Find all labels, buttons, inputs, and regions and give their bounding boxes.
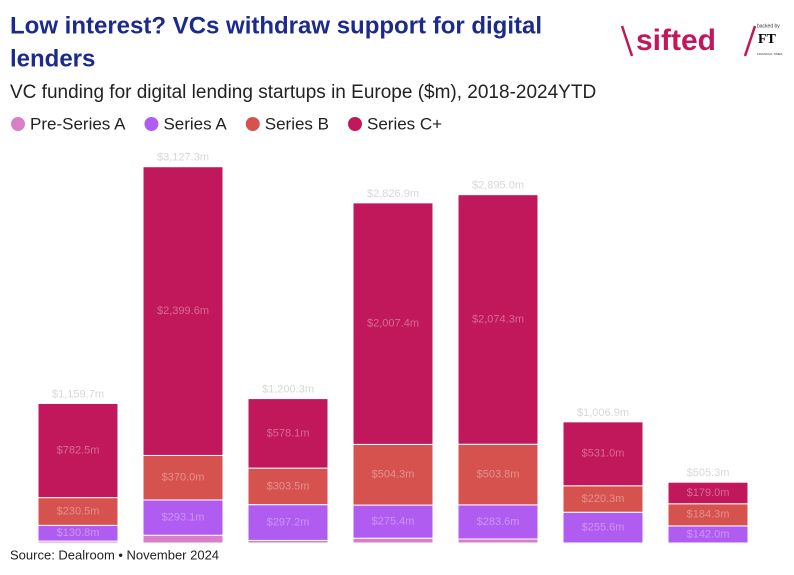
data-label: $2,399.6m: [157, 305, 209, 317]
data-label: $782.5m: [57, 444, 100, 456]
data-label: $255.6m: [582, 522, 625, 534]
logo-ft: FT: [758, 32, 777, 47]
total-label: $3,127.3m: [157, 152, 209, 164]
legend-marker: [144, 117, 159, 131]
bar-segment: [667, 481, 749, 505]
bar-segment: [352, 537, 434, 544]
source: Source: Dealroom • November 2024: [10, 547, 219, 562]
bar-segment: [457, 538, 539, 544]
data-label: $503.8m: [477, 468, 520, 480]
data-label: $2,007.4m: [367, 318, 419, 330]
bar-segment: [457, 504, 539, 540]
total-label: $2,895.0m: [472, 180, 524, 192]
logo-backed: backed by: [757, 23, 780, 29]
bar-segment: [37, 402, 119, 499]
total-label: $2,826.9m: [367, 188, 419, 200]
legend-label: Series C+: [367, 114, 442, 133]
bar-segment: [142, 534, 224, 544]
bar-segment: [247, 467, 329, 506]
total-label: $505.3m: [687, 467, 730, 479]
data-label: $303.5m: [267, 480, 310, 492]
logo-slash: [743, 25, 757, 57]
total-label: $1,159.7m: [52, 388, 104, 400]
data-label: $578.1m: [267, 427, 310, 439]
chart-title: Low interest? VCs withdraw support for d…: [10, 12, 542, 39]
chart-title: lenders: [10, 45, 95, 72]
data-label: $142.0m: [687, 528, 730, 540]
legend-label: Pre-Series A: [30, 114, 126, 133]
total-label: $1,200.3m: [262, 383, 314, 395]
chart-subtitle: VC funding for digital lending startups …: [10, 82, 596, 103]
data-label: $283.6m: [477, 516, 520, 528]
bar-segment: [142, 166, 224, 456]
logo: sifted backed by FT FINANCIAL TIMES: [620, 23, 783, 57]
legend-marker: [245, 117, 260, 131]
data-label: $179.0m: [687, 487, 730, 499]
bar-segment: [247, 398, 329, 469]
logo-brand: sifted: [636, 24, 716, 57]
legend-label: Series A: [163, 114, 227, 133]
legend-label: Series B: [265, 114, 329, 133]
data-label: $2,074.3m: [472, 313, 524, 325]
bar-segment: [562, 485, 644, 513]
data-label: $130.8m: [57, 527, 100, 539]
bar-segment: [562, 421, 644, 487]
total-label: $1,006.9m: [577, 407, 629, 419]
bar-segment: [247, 504, 329, 541]
bar-segment: [457, 443, 539, 506]
data-label: $230.5m: [57, 505, 100, 517]
data-label: $297.2m: [267, 516, 310, 528]
bar-segment: [37, 497, 119, 526]
legend-marker: [348, 117, 362, 131]
bar-segment: [352, 202, 434, 445]
data-label: $370.0m: [162, 472, 205, 484]
bar-segment: [457, 194, 539, 445]
data-label: $293.1m: [162, 512, 205, 524]
data-label: $220.3m: [582, 493, 625, 505]
data-label: $184.3m: [687, 509, 730, 521]
logo-slash: [620, 25, 634, 57]
data-label: $504.3m: [372, 469, 415, 481]
bar-segment: [352, 443, 434, 506]
data-label: $531.0m: [582, 448, 625, 460]
logo-ft-name: FINANCIAL TIMES: [757, 52, 783, 56]
bar-segment: [142, 499, 224, 536]
legend-marker: [11, 117, 25, 131]
bar-segment: [562, 511, 644, 544]
data-label: $275.4m: [372, 516, 415, 528]
